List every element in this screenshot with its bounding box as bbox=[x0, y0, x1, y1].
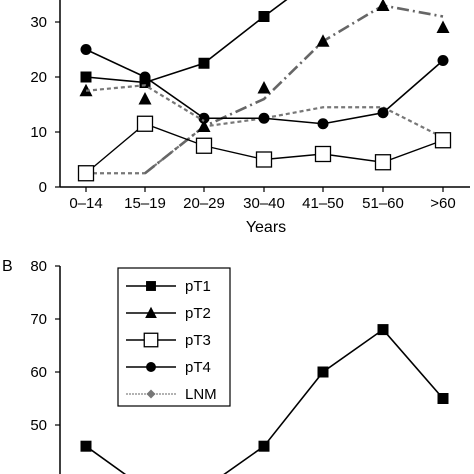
panel-a-point-pt4 bbox=[198, 112, 210, 124]
panel-a-x-tick-label: 41–50 bbox=[302, 195, 344, 212]
legend-box bbox=[117, 267, 231, 407]
panel-a-x-tick-label: >60 bbox=[430, 195, 455, 212]
panel-b-point-pt1 bbox=[437, 393, 449, 404]
panel-a-point-pt3 bbox=[374, 154, 392, 171]
panel-a-point-pt3 bbox=[434, 132, 452, 149]
panel-b-point-pt1 bbox=[377, 324, 389, 336]
panel-a-point-pt3 bbox=[255, 151, 273, 168]
panel-a-y-ticks: 0 10 20 30 bbox=[30, 14, 60, 196]
legend-label-lnm: LNM bbox=[185, 386, 217, 403]
legend-label-pt3: pT3 bbox=[185, 332, 211, 349]
panel-a-x-tick-label: 20–29 bbox=[183, 195, 225, 212]
legend-marker-pt2 bbox=[145, 306, 157, 318]
panel-b-series bbox=[80, 324, 449, 474]
legend-marker-pt4 bbox=[146, 362, 156, 372]
legend: pT1 pT2 pT3 pT4 LNM bbox=[117, 267, 231, 407]
panel-a-x-tick-label: 30–40 bbox=[243, 195, 285, 212]
legend-label-pt4: pT4 bbox=[185, 359, 211, 376]
panel-a-point-pt3 bbox=[77, 165, 95, 182]
panel-a-point-pt4 bbox=[437, 55, 449, 66]
panel-a-point-pt2 bbox=[257, 81, 271, 94]
panel-a-x-tick-label: 15–19 bbox=[124, 195, 166, 212]
panel-b-y-tick-label: 60 bbox=[30, 364, 47, 381]
panel-a-point-pt4 bbox=[80, 44, 92, 55]
panel-a-point-pt3 bbox=[136, 115, 154, 132]
panel-a-point-pt1 bbox=[80, 71, 92, 83]
panel-b-point-pt1 bbox=[258, 440, 270, 452]
panel-a-point-pt2 bbox=[376, 0, 390, 11]
panel-a-x-ticks: 0–14 15–19 20–29 30–40 41–50 51–60 >60 bbox=[69, 187, 456, 212]
panel-a-point-pt2 bbox=[436, 20, 450, 33]
panel-a-y-tick-label: 0 bbox=[39, 179, 47, 196]
panel-a-y-tick-label: 10 bbox=[30, 124, 47, 141]
panel-b-point-pt1 bbox=[80, 440, 92, 452]
panel-b-y-ticks: 50 60 70 80 bbox=[30, 258, 60, 434]
panel-a-series-line-lnm-dashdot bbox=[144, 4, 444, 175]
legend-label-pt2: pT2 bbox=[185, 305, 211, 322]
panel-a-series bbox=[77, 0, 452, 182]
legend-label-pt1: pT1 bbox=[185, 278, 211, 295]
panel-a-point-pt4 bbox=[377, 107, 389, 119]
legend-marker-pt1 bbox=[146, 281, 156, 291]
panel-a-point-pt4 bbox=[258, 112, 270, 124]
panel-b-point-pt1 bbox=[317, 366, 329, 378]
panel-a-point-pt2 bbox=[197, 119, 211, 132]
panel-b-y-tick-label: 70 bbox=[30, 311, 47, 328]
panel-a-point-pt3 bbox=[195, 137, 213, 154]
panel-a-point-pt2 bbox=[138, 92, 152, 105]
panel-b-y-tick-label: 50 bbox=[30, 417, 47, 434]
panel-a-x-tick-label: 0–14 bbox=[69, 195, 102, 212]
panel-a-x-axis-title: Years bbox=[246, 219, 286, 236]
panel-a-point-pt4 bbox=[317, 118, 329, 130]
panel-a-x-tick-label: 51–60 bbox=[362, 195, 404, 212]
panel-b-label: B bbox=[2, 258, 13, 275]
panel-a-point-pt1 bbox=[198, 57, 210, 69]
panel-a-y-tick-label: 30 bbox=[30, 14, 47, 31]
panel-a-y-tick-label: 20 bbox=[30, 69, 47, 86]
panel-a-point-pt1 bbox=[258, 11, 270, 22]
panel-b-y-tick-label: 80 bbox=[30, 258, 47, 275]
panel-a-point-pt1 bbox=[139, 77, 151, 88]
panel-a-series-line-lnm-upper bbox=[85, 84, 205, 122]
panel-a: 0 10 20 30 0–14 15–19 20–29 30–40 41–50 51–60 >60… bbox=[30, 0, 470, 236]
legend-marker-pt3 bbox=[143, 332, 159, 348]
panel-a-point-pt3 bbox=[314, 145, 332, 163]
panel-a-point-pt2 bbox=[316, 34, 330, 47]
legend-marker-lnm bbox=[146, 389, 156, 399]
panel-b: B 50 60 70 80 pT1 pT2 pT3 pT4 LNM bbox=[2, 258, 449, 474]
